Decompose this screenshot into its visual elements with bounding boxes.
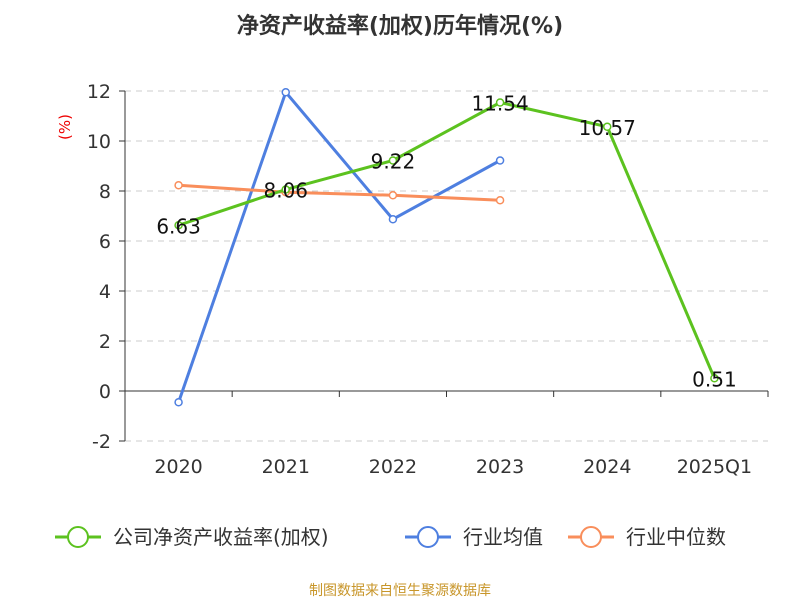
y-tick-label: 0 — [99, 381, 111, 403]
data-point — [710, 374, 719, 383]
legend-marker — [580, 526, 602, 548]
y-tick-label: 12 — [87, 81, 111, 103]
x-tick-label: 2023 — [476, 456, 524, 478]
data-label: 9.22 — [371, 150, 416, 174]
data-point — [174, 398, 183, 407]
source-note: 制图数据来自恒生聚源数据库 — [309, 583, 491, 599]
data-label: 6.63 — [156, 214, 201, 238]
data-point — [388, 156, 398, 165]
x-tick-label: 2020 — [154, 456, 202, 478]
legend-marker — [417, 526, 439, 548]
x-tick-label: 2022 — [369, 456, 417, 478]
y-tick-label: 8 — [99, 181, 111, 203]
x-tick-label: 2025Q1 — [677, 456, 752, 478]
y-tick-label: 2 — [99, 331, 111, 353]
x-tick-label: 2024 — [583, 456, 631, 478]
legend-label: 行业中位数 — [626, 525, 726, 549]
x-tick-label: 2021 — [262, 456, 310, 478]
data-point — [603, 122, 612, 131]
legend-label: 行业均值 — [463, 525, 543, 549]
data-label: 11.54 — [471, 92, 528, 116]
data-point — [281, 185, 290, 194]
series-line — [178, 183, 501, 202]
data-label: 0.51 — [692, 367, 737, 391]
y-tick-label: 4 — [99, 281, 111, 303]
y-tick-label: -2 — [92, 431, 111, 453]
y-tick-label: 10 — [87, 131, 111, 153]
data-point — [388, 215, 398, 224]
data-point — [281, 88, 290, 97]
data-point — [174, 181, 183, 190]
data-point — [495, 156, 505, 165]
data-label: 10.57 — [579, 116, 636, 140]
series-line — [178, 100, 716, 379]
data-label: 8.06 — [263, 179, 308, 203]
y-tick-label: 6 — [99, 231, 111, 253]
chart-title: 净资产收益率(加权)历年情况(%) — [236, 14, 564, 39]
legend-marker — [67, 526, 89, 548]
y-axis-label: (%) — [56, 114, 74, 140]
series-line — [177, 89, 501, 403]
data-point — [388, 191, 398, 200]
data-point — [495, 98, 505, 107]
data-point — [495, 196, 505, 205]
legend-label: 公司净资产收益率(加权) — [113, 525, 329, 549]
data-point — [174, 221, 183, 230]
